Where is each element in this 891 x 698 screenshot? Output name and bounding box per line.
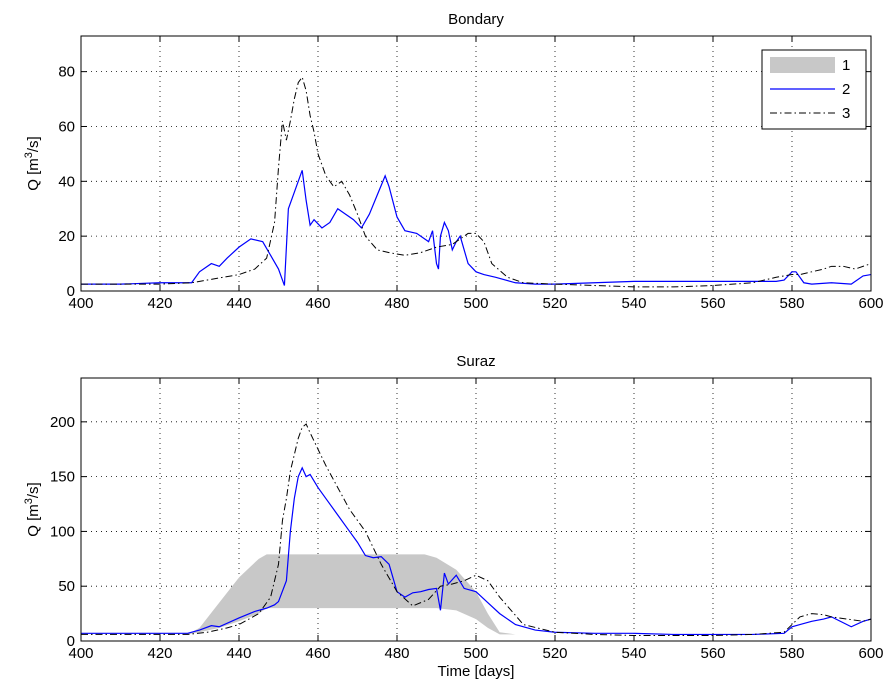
x-tick-label: 480 [384, 645, 409, 662]
x-tick-label: 400 [68, 295, 93, 312]
y-axis-label: Q [m3/s] [23, 136, 42, 190]
x-tick-label: 560 [700, 645, 725, 662]
y-tick-label: 80 [58, 64, 75, 81]
axes-box [80, 35, 872, 292]
suraz-title: Suraz [456, 353, 495, 370]
x-tick-label: 420 [147, 645, 172, 662]
x-tick-label: 480 [384, 295, 409, 312]
legend-label: 3 [842, 105, 850, 122]
y-tick-label: 100 [50, 523, 75, 540]
series-line-3 [81, 76, 871, 288]
x-tick-label: 600 [858, 645, 883, 662]
y-tick-label: 150 [50, 469, 75, 486]
x-tick-label: 460 [305, 295, 330, 312]
x-tick-label: 580 [779, 295, 804, 312]
x-tick-label: 500 [463, 645, 488, 662]
y-tick-label: 0 [67, 283, 75, 300]
x-tick-label: 540 [621, 645, 646, 662]
band-series-1 [81, 554, 871, 635]
bondary-title: Bondary [448, 11, 504, 28]
x-tick-label: 520 [542, 295, 567, 312]
y-tick-label: 60 [58, 118, 75, 135]
series-line-2 [81, 170, 871, 286]
legend-label: 1 [842, 57, 850, 74]
x-tick-label: 460 [305, 645, 330, 662]
x-tick-label: 400 [68, 645, 93, 662]
series-line-2 [81, 466, 871, 636]
x-tick-label: 440 [226, 645, 251, 662]
series-line-3 [81, 423, 871, 637]
x-tick-label: 420 [147, 295, 172, 312]
x-tick-label: 600 [858, 295, 883, 312]
bondary-panel: Bondary 400 420 440 460 480 500 520 540 560 580 60… [23, 11, 884, 312]
suraz-panel: Suraz Time [days] 400 420 440 460 480 500 520 5… [23, 353, 884, 680]
x-axis-label: Time [days] [438, 663, 515, 680]
legend-label: 2 [842, 81, 850, 98]
x-tick-label: 500 [463, 295, 488, 312]
y-tick-label: 40 [58, 173, 75, 190]
y-tick-label: 0 [67, 633, 75, 650]
legend: 1 2 3 [761, 49, 867, 130]
x-tick-label: 440 [226, 295, 251, 312]
y-tick-label: 200 [50, 414, 75, 431]
x-tick-label: 520 [542, 645, 567, 662]
legend-swatch-band [770, 57, 835, 73]
x-tick-label: 540 [621, 295, 646, 312]
x-tick-label: 580 [779, 645, 804, 662]
y-tick-label: 50 [58, 578, 75, 595]
x-tick-label: 560 [700, 295, 725, 312]
y-axis-label: Q [m3/s] [23, 482, 42, 536]
y-tick-label: 20 [58, 228, 75, 245]
